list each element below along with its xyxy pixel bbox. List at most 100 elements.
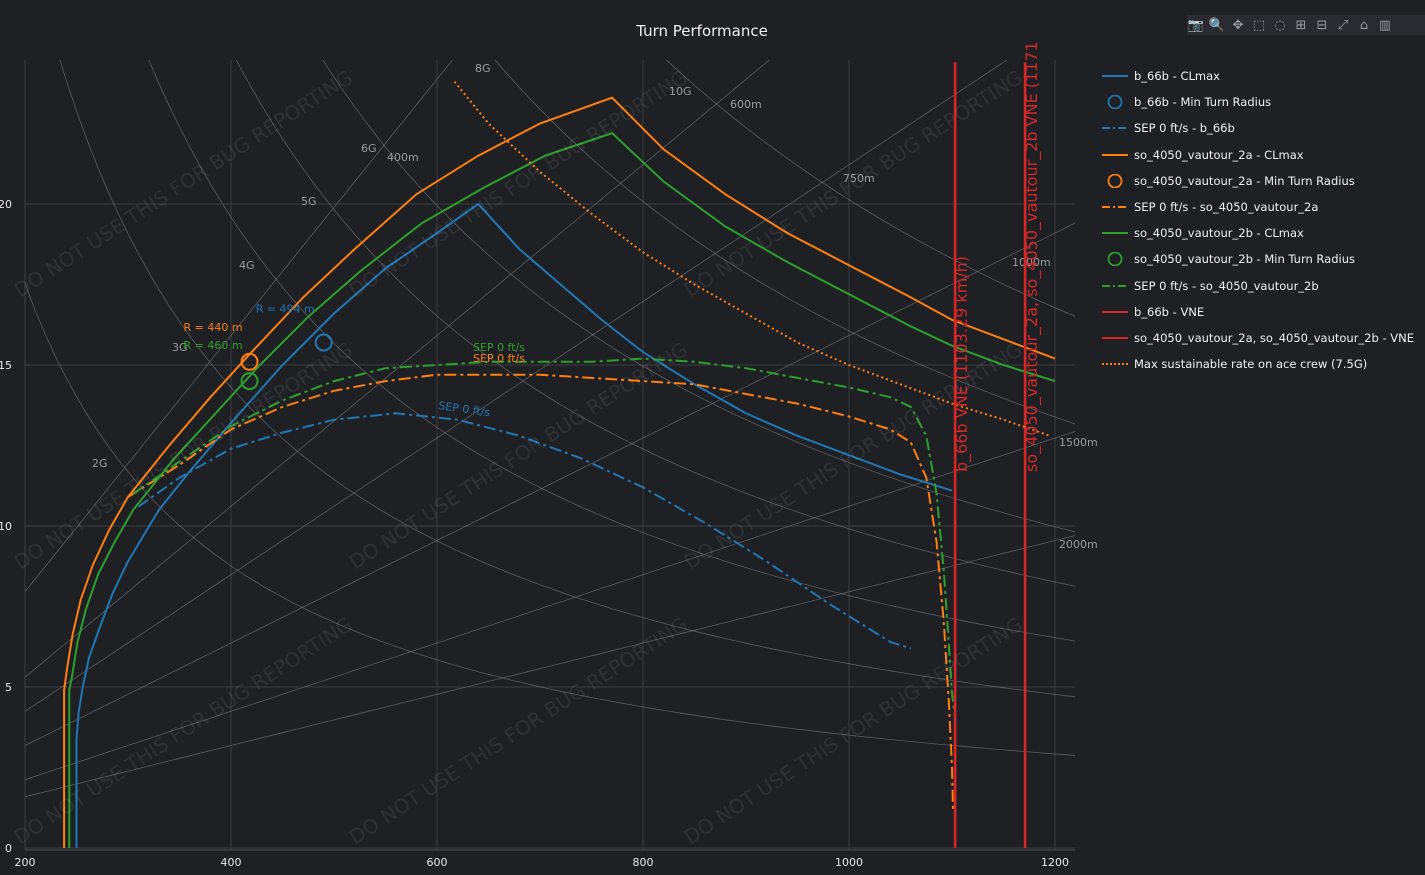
y-tick-label: 0 <box>5 842 12 855</box>
min-turn-radius-label: R = 460 m <box>184 339 243 352</box>
modebar-toolbar[interactable]: 📷 🔍 ✥ ⬚ ◌ ⊞ ⊟ ⤢ ⌂ ▥ <box>1187 15 1425 35</box>
radius-line-label: 1000m <box>1012 256 1051 269</box>
home-icon[interactable]: ⌂ <box>1359 17 1369 33</box>
legend-label: SEP 0 ft/s - so_4050_vautour_2b <box>1134 278 1319 293</box>
legend-symbol <box>1107 252 1123 267</box>
legend-label: so_4050_vautour_2b - Min Turn Radius <box>1134 252 1355 267</box>
vne-label: so_4050_vautour_2a, so_4050_vautour_2b V… <box>1022 41 1042 472</box>
chart-legend[interactable]: b_66b - CLmax b_66b - Min Turn Radius SEP … <box>1100 63 1425 377</box>
vne-label: b_66b VNE (1103.29 km/h) <box>952 256 972 472</box>
legend-item[interactable]: so_4050_vautour_2a - CLmax <box>1100 142 1425 168</box>
legend-item[interactable]: b_66b - CLmax <box>1100 63 1425 89</box>
g-line-label: 10G <box>669 85 692 98</box>
legend-symbol <box>1102 127 1128 130</box>
g-load-line <box>322 60 1075 533</box>
legend-symbol <box>1102 284 1128 287</box>
lasso-icon[interactable]: ◌ <box>1274 17 1286 33</box>
legend-item[interactable]: so_4050_vautour_2a - Min Turn Radius <box>1100 168 1425 194</box>
legend-item[interactable]: SEP 0 ft/s - so_4050_vautour_2a <box>1100 194 1425 220</box>
g-load-line <box>494 60 1075 425</box>
legend-label: b_66b - CLmax <box>1134 69 1220 84</box>
legend-symbol <box>1102 153 1128 156</box>
legend-item[interactable]: so_4050_vautour_2a, so_4050_vautour_2b -… <box>1100 325 1425 351</box>
radius-line-label: 750m <box>843 172 875 185</box>
axis-ticks: 200 400 600 800 1000 1200 0 5 10 15 20 <box>0 198 1069 869</box>
series-line[interactable] <box>63 96 1056 848</box>
legend-symbol <box>1107 173 1123 188</box>
legend-label: so_4050_vautour_2b - CLmax <box>1134 226 1304 241</box>
turn-radius-line <box>25 60 1008 712</box>
x-tick-label: 800 <box>633 856 654 869</box>
watermark-text: DO NOT USE THIS FOR BUG REPORTING <box>345 337 692 574</box>
y-tick-label: 5 <box>5 681 12 694</box>
legend-label: SEP 0 ft/s - b_66b <box>1134 121 1235 136</box>
min-turn-radius-marker[interactable] <box>240 352 259 371</box>
x-tick-label: 1000 <box>835 856 863 869</box>
g-load-line <box>665 60 1075 317</box>
x-tick-label: 200 <box>15 856 36 869</box>
watermark-text: DO NOT USE THIS FOR BUG REPORTING <box>680 612 1027 849</box>
x-tick-label: 400 <box>221 856 242 869</box>
legend-symbol <box>1102 363 1128 366</box>
series-line[interactable] <box>127 373 954 810</box>
turn-radius-line <box>25 60 770 678</box>
min-turn-radius-label: R = 440 m <box>184 321 243 334</box>
legend-symbol <box>1102 310 1128 313</box>
legend-item[interactable]: Max sustainable rate on ace crew (7.5G) <box>1100 351 1425 377</box>
sep-label: SEP 0 ft/s <box>473 352 525 365</box>
series-line[interactable] <box>68 132 1056 848</box>
legend-label: Max sustainable rate on ace crew (7.5G) <box>1134 357 1368 372</box>
plotly-logo-icon[interactable]: ▥ <box>1378 17 1392 33</box>
legend-item[interactable]: so_4050_vautour_2b - Min Turn Radius <box>1100 246 1425 272</box>
series-lines[interactable] <box>63 62 1056 848</box>
camera-icon[interactable]: 📷 <box>1187 17 1205 33</box>
turn-radius-line <box>25 60 454 593</box>
watermark-text: DO NOT USE THIS FOR BUG REPORTING <box>10 612 357 849</box>
min-turn-radius-marker[interactable] <box>240 372 259 391</box>
autoscale-icon[interactable]: ⤢ <box>1337 17 1349 33</box>
g-load-line <box>148 60 1075 642</box>
g-line-label: 8G <box>475 62 491 75</box>
series-line[interactable] <box>453 80 1051 437</box>
annotations: R = 494 m SEP 0 ft/s R = 440 m SEP 0 ft/s R … <box>184 41 1043 472</box>
series-line[interactable] <box>75 202 953 848</box>
legend-item[interactable]: so_4050_vautour_2b - CLmax <box>1100 220 1425 246</box>
min-turn-radius-marker[interactable] <box>314 333 333 352</box>
legend-label: so_4050_vautour_2a - Min Turn Radius <box>1134 173 1355 188</box>
legend-label: b_66b - VNE <box>1134 304 1205 319</box>
g-line-label: 3G <box>172 341 188 354</box>
g-load-line <box>235 60 1075 587</box>
chart-title: Turn Performance <box>636 22 768 40</box>
pan-icon[interactable]: ✥ <box>1232 17 1244 33</box>
min-radius-markers[interactable] <box>240 333 333 391</box>
y-tick-label: 10 <box>0 520 12 533</box>
legend-symbol <box>1102 232 1128 235</box>
legend-label: so_4050_vautour_2a, so_4050_vautour_2b -… <box>1134 330 1414 345</box>
turn-radius-line <box>25 535 1075 798</box>
legend-symbol <box>1102 75 1128 78</box>
series-line[interactable] <box>132 357 957 720</box>
box-select-icon[interactable]: ⬚ <box>1252 17 1266 33</box>
watermark-text: DO NOT USE THIS FOR BUG REPORTING <box>345 612 692 849</box>
watermark-text: DO NOT USE THIS FOR BUG REPORTING <box>10 337 357 574</box>
legend-item[interactable]: b_66b - Min Turn Radius <box>1100 89 1425 115</box>
legend-item[interactable]: SEP 0 ft/s - so_4050_vautour_2b <box>1100 273 1425 299</box>
reference-line-labels: 2G 3G 4G 5G 6G 8G 10G 400m 600m 750m 1000m 1500m 200… <box>92 62 1098 551</box>
legend-label: so_4050_vautour_2a - CLmax <box>1134 147 1304 162</box>
zoom-icon[interactable]: 🔍 <box>1208 17 1226 33</box>
zoom-in-icon[interactable]: ⊞ <box>1295 17 1307 33</box>
legend-item[interactable]: b_66b - VNE <box>1100 299 1425 325</box>
g-load-line <box>59 60 1075 698</box>
g-line-label: 2G <box>92 457 108 470</box>
y-tick-label: 15 <box>0 359 12 372</box>
zoom-out-icon[interactable]: ⊟ <box>1316 17 1328 33</box>
x-tick-label: 600 <box>427 856 448 869</box>
watermark-text: DO NOT USE THIS FOR BUG REPORTING <box>680 337 1027 574</box>
radius-line-label: 1500m <box>1059 436 1098 449</box>
g-line-label: 5G <box>301 195 317 208</box>
x-tick-label: 1200 <box>1041 856 1069 869</box>
watermark-text: DO NOT USE THIS FOR BUG REPORTING <box>10 65 357 302</box>
legend-item[interactable]: SEP 0 ft/s - b_66b <box>1100 115 1425 141</box>
